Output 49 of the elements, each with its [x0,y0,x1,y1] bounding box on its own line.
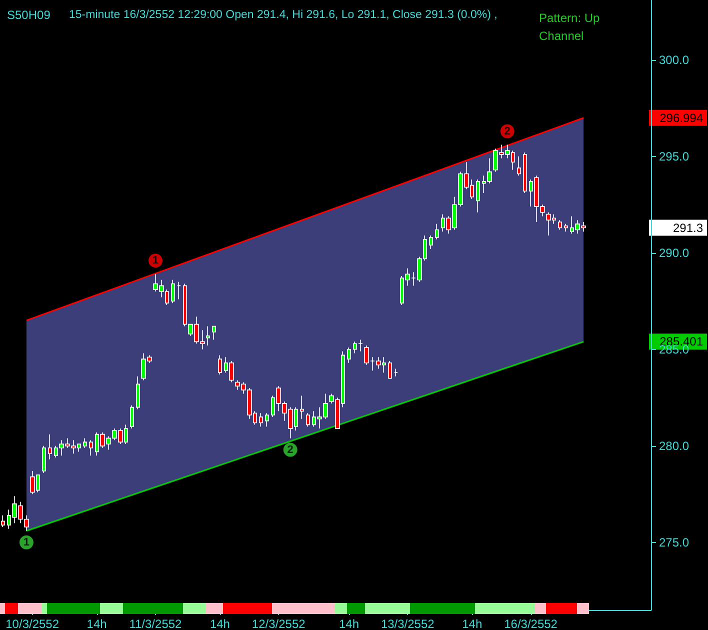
candlestick [83,438,87,448]
y-tick-label: 300.0 [659,52,690,67]
text: 296.994 [660,110,704,125]
candlestick [212,326,216,340]
candlestick [388,360,392,379]
x-tick-label: 12/3/2552 [252,617,306,630]
y-tick-label: 280.0 [659,438,690,453]
text: 291.3 [672,220,704,235]
candlestick [429,235,433,250]
series-label: 1 [152,254,159,267]
candlestick [306,412,310,428]
text: 15-minute 16/3/2552 12:29:00 Open 291.4, Hi 291.6, Lo 291.1, Close 291.3 (0.0%) , [69,9,498,21]
candlestick [300,395,304,420]
candlestick [136,376,140,410]
y-tick-label: 295.0 [659,149,690,164]
candlestick [1,515,5,528]
candlestick [347,347,351,364]
candlestick [206,326,210,346]
candlestick [171,280,175,304]
candlestick [218,354,222,375]
y-tick-label: 275.0 [659,535,690,550]
candlestick [130,404,134,429]
candlestick [564,224,568,232]
series-label: 2 [504,125,510,138]
candlestick [89,440,93,456]
x-tick-label: 13/3/2552 [380,617,435,630]
candlestick [517,156,521,176]
x-tick-label: 14h [338,617,360,630]
x-tick-label: 14h [462,617,482,630]
candlestick [265,412,269,428]
candlestick [523,152,527,194]
candlestick [394,368,398,377]
series-label: 1 [23,536,30,548]
candlestick [177,281,181,300]
x-tick-label: 10/3/2552 [6,617,60,630]
candlestick [259,412,263,428]
candlestick [48,434,52,460]
candlestick [42,446,46,474]
annotation: Pattern: Up Channel [539,11,604,43]
y-tick-label: 290.0 [659,246,690,260]
x-tick-label: 16/3/2552 [504,617,558,630]
candlestick [558,220,562,230]
series-label: 2 [287,444,294,456]
text: S50H09 [7,8,51,22]
candlestick [476,179,480,213]
x-tick-label: 14h [86,617,107,630]
x-tick-label: 14h [210,617,230,630]
candlestick [435,224,439,240]
x-tick-label: 11/3/2552 [129,617,182,630]
